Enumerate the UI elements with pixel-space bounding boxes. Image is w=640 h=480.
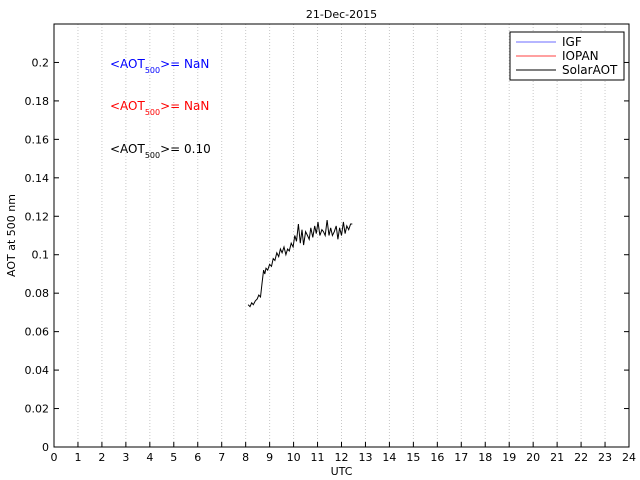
x-tick-label: 14 [382,451,396,464]
aot-annotation: <AOT500>= NaN [110,57,209,75]
aot-annotation: <AOT500>= 0.10 [110,142,211,160]
x-tick-label: 2 [98,451,105,464]
x-tick-label: 4 [146,451,153,464]
y-tick-label: 0.08 [25,287,50,300]
y-tick-label: 0.14 [25,172,50,185]
x-tick-label: 6 [194,451,201,464]
x-tick-label: 16 [430,451,444,464]
y-tick-label: 0.18 [25,95,50,108]
legend-label-iopan: IOPAN [562,49,599,63]
series-lines [247,220,353,308]
x-tick-label: 19 [502,451,516,464]
x-tick-label: 17 [454,451,468,464]
x-axis-label: UTC [331,465,353,478]
x-tick-label: 18 [478,451,492,464]
x-tick-label: 10 [287,451,301,464]
series-line-solaraot [247,220,353,308]
legend-label-solaraot: SolarAOT [562,63,618,77]
grid-lines [77,24,630,447]
y-tick-label: 0.12 [25,210,50,223]
legend-label-igf: IGF [562,35,582,49]
x-tick-label: 22 [574,451,588,464]
x-tick-label: 15 [406,451,420,464]
x-tick-label: 12 [335,451,349,464]
y-tick-label: 0.2 [32,56,50,69]
x-tick-label: 20 [526,451,540,464]
x-tick-label: 7 [218,451,225,464]
chart-title: 21-Dec-2015 [306,8,377,21]
x-tick-label: 24 [622,451,636,464]
x-tick-label: 21 [550,451,564,464]
x-tick-label: 3 [122,451,129,464]
x-tick-label: 11 [311,451,325,464]
y-tick-label: 0.04 [25,364,50,377]
axis-ticks: 1 2 3 4 5 6 7 8 9 10 11 12 13 14 15 16 17 18 19 20 21 22 23 240… [25,56,637,464]
x-tick-label: 0 [51,451,58,464]
y-tick-label: 0.16 [25,133,50,146]
y-tick-label: 0 [42,441,49,454]
y-tick-label: 0.06 [25,326,50,339]
x-tick-label: 9 [266,451,273,464]
x-tick-label: 23 [598,451,612,464]
x-tick-label: 5 [170,451,177,464]
y-tick-label: 0.02 [25,403,50,416]
aot-annotation: <AOT500>= NaN [110,99,209,117]
x-tick-label: 1 [74,451,81,464]
x-tick-label: 8 [242,451,249,464]
y-tick-label: 0.1 [32,249,50,262]
x-tick-label: 13 [358,451,372,464]
annotations: <AOT500>= NaN <AOT500>= NaN <AOT500>= 0.10 [110,57,211,160]
y-axis-label: AOT at 500 nm [5,194,18,277]
plot-frame [53,23,630,448]
